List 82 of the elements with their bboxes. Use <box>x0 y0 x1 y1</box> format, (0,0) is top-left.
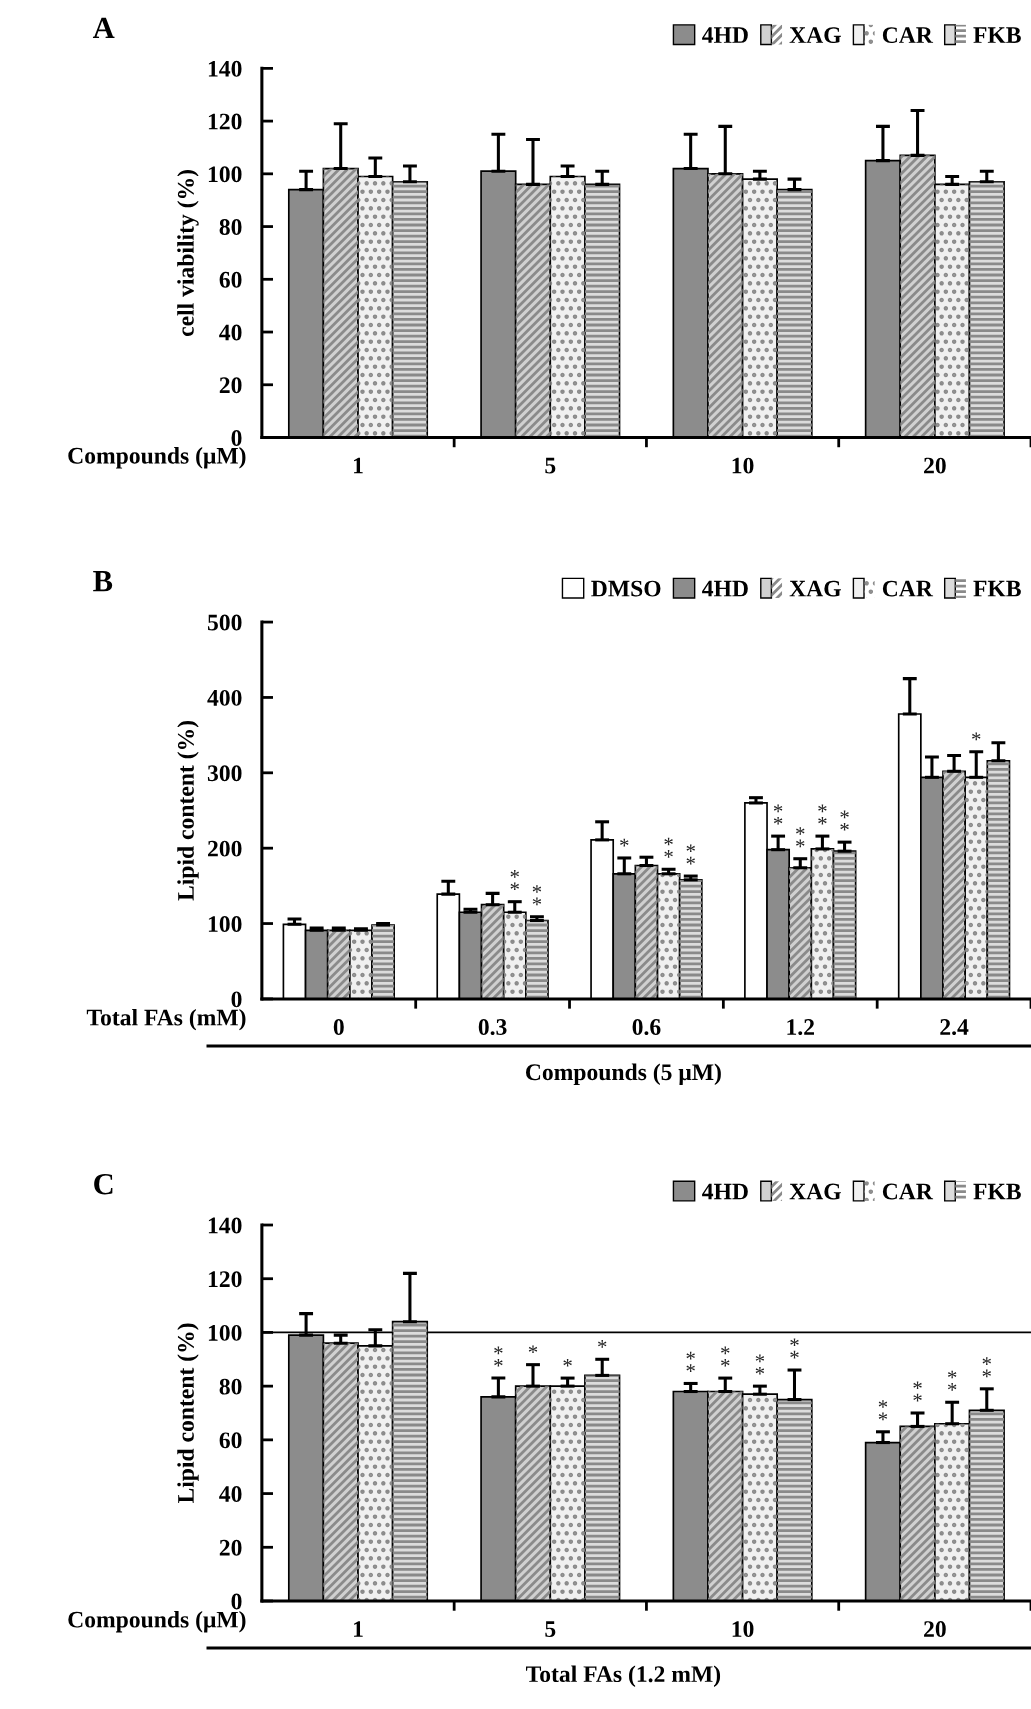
text: * <box>796 839 805 848</box>
x-tick-label: 0.6 <box>632 1019 661 1036</box>
y-axis-title: cell viability (%) <box>177 170 199 337</box>
x-tick-label: 0.3 <box>478 1019 507 1036</box>
x-tick-label: 0 <box>333 1019 344 1035</box>
y-tick-label: 20 <box>219 377 242 394</box>
legend-label: DMSO <box>591 580 661 597</box>
data-label: ** <box>686 844 695 865</box>
data-label: * <box>528 1345 538 1354</box>
legend-label: 4HD <box>702 1183 748 1200</box>
legend-label: XAG <box>789 27 841 44</box>
legend-label: FKB <box>973 580 1021 597</box>
y-tick-label: 80 <box>219 1378 242 1395</box>
legend-label: CAR <box>882 1183 934 1200</box>
legend-label: 4HD <box>702 27 748 43</box>
y-tick-label: 0 <box>231 429 242 446</box>
data-label: ** <box>878 1400 888 1421</box>
x-tick-label: 1.2 <box>787 1019 814 1036</box>
data-label: ** <box>913 1381 922 1402</box>
y-tick-label: 140 <box>208 60 242 77</box>
data-label: ** <box>818 804 827 825</box>
y-axis-title: Lipid content (%) <box>177 1323 199 1504</box>
y-tick-label: 100 <box>208 916 242 932</box>
x-tick-label: 1 <box>354 1621 363 1637</box>
data-label: ** <box>532 885 542 906</box>
y-tick-label: 300 <box>207 765 242 782</box>
y-tick-label: 500 <box>207 614 242 631</box>
y-tick-label: 0 <box>231 991 242 1008</box>
legend-label: CAR <box>882 580 934 597</box>
data-label: * * <box>773 816 805 835</box>
chart-title: C <box>94 1173 113 1195</box>
x-tick-label: 10 <box>732 1621 754 1638</box>
legend-label: FKB <box>973 27 1021 43</box>
y-axis-title: Lipid content (%) <box>177 721 199 901</box>
y-tick-label: 100 <box>208 1324 242 1341</box>
data-label: ** <box>510 870 519 891</box>
legend-label: XAG <box>789 1183 841 1200</box>
data-label: ** <box>664 837 673 858</box>
y-tick-label: 60 <box>219 271 242 288</box>
x-tick-label: 20 <box>924 1621 946 1638</box>
data-label: * <box>598 1340 607 1348</box>
data-label: * <box>563 1358 572 1367</box>
data-label: ** <box>494 1346 503 1367</box>
data-label: ** <box>721 1346 730 1367</box>
text: Total FAs (1.2 mM) <box>526 1665 721 1687</box>
chart-title: A <box>92 17 115 38</box>
data-label: * <box>620 838 629 847</box>
y-tick-label: 100 <box>208 166 242 183</box>
x-tick-label: 5 <box>545 457 556 474</box>
data-label: ** <box>790 1338 799 1359</box>
x-axis-title: Total FAs (mM) <box>86 1008 246 1031</box>
data-label: ** <box>840 810 849 831</box>
data-label: ** <box>947 1370 957 1391</box>
x-tick-label: 10 <box>732 457 754 474</box>
x-tick-label: 5 <box>545 1621 556 1638</box>
data-label: ** <box>686 1351 695 1372</box>
y-tick-label: 80 <box>219 219 242 235</box>
x-tick-label: 1 <box>354 457 363 474</box>
y-tick-label: 400 <box>207 689 242 706</box>
x-axis-title: Compounds (μM) <box>68 1610 246 1633</box>
y-tick-label: 0 <box>231 1593 242 1610</box>
y-tick-label: 120 <box>208 113 242 130</box>
chart-title: B <box>93 571 113 592</box>
text: * <box>773 804 783 813</box>
y-tick-label: 40 <box>219 1486 242 1502</box>
y-tick-label: 20 <box>219 1539 242 1556</box>
data-label: ** <box>982 1357 991 1378</box>
y-tick-label: 140 <box>208 1217 242 1234</box>
text: Compounds (5 μM) <box>526 1063 721 1085</box>
x-axis-title: Compounds (μM) <box>68 447 246 469</box>
legend-label: FKB <box>973 1183 1021 1200</box>
legend-label: 4HD <box>702 580 748 597</box>
x-tick-label: 20 <box>924 457 946 474</box>
x-tick-label: 2.4 <box>940 1019 969 1036</box>
y-tick-label: 120 <box>208 1271 242 1288</box>
y-tick-label: 40 <box>219 324 242 341</box>
y-tick-label: 60 <box>219 1432 242 1449</box>
data-label: ** <box>755 1354 765 1375</box>
data-label: * <box>972 732 981 741</box>
y-tick-label: 200 <box>208 840 242 857</box>
legend-label: CAR <box>882 27 934 44</box>
legend-label: XAG <box>789 580 841 597</box>
